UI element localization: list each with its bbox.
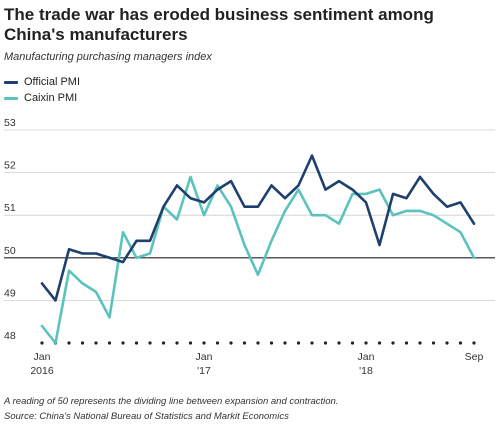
- chart-title: The trade war has eroded business sentim…: [4, 5, 434, 44]
- baseline-dot: [215, 341, 220, 345]
- grid-layer: [4, 129, 495, 345]
- baseline-dot: [323, 341, 328, 345]
- x-tick-labels: Jan 2016 Jan '17 Jan '18 Sep: [30, 351, 483, 377]
- source-note: Source: China's National Bureau of Stati…: [4, 411, 289, 422]
- series-line-caixin-pmi: [40, 175, 476, 345]
- line-chart: 48 49 50 51 52 53 Jan 2016 Jan '17 Jan '18 Sep: [4, 117, 495, 377]
- baseline-dot: [67, 341, 71, 345]
- baseline-dot: [337, 341, 341, 345]
- baseline-dot: [40, 341, 44, 345]
- series-layer: [40, 154, 476, 345]
- baseline-dot: [148, 341, 152, 345]
- y-tick-label-48: 48: [4, 330, 16, 342]
- baseline-dot: [283, 341, 287, 345]
- baseline-dot: [418, 341, 422, 345]
- baseline-dot: [377, 341, 382, 345]
- legend-label-official: Official PMI: [24, 76, 81, 88]
- legend-swatch-caixin: [4, 96, 18, 100]
- baseline-dot: [242, 341, 247, 345]
- x-tick-label-24-1: '18: [359, 365, 373, 377]
- y-tick-label-50: 50: [4, 245, 16, 257]
- baseline-dot: [350, 341, 355, 345]
- baseline-dot: [161, 341, 166, 345]
- chart-subtitle: Manufacturing purchasing managers index: [4, 51, 212, 63]
- x-tick-label-32-0: Sep: [465, 351, 484, 363]
- baseline-dot: [310, 341, 314, 345]
- y-tick-labels: 48 49 50 51 52 53: [4, 117, 16, 342]
- baseline-dot: [94, 341, 98, 345]
- baseline-dot: [364, 341, 368, 345]
- x-tick-label-0-1: 2016: [30, 365, 54, 377]
- baseline-dot: [229, 341, 233, 345]
- baseline-dot: [404, 341, 409, 345]
- baseline-dot: [121, 341, 125, 345]
- x-tick-label-24-0: Jan: [358, 351, 375, 363]
- baseline-dots: [40, 341, 476, 345]
- y-tick-label-52: 52: [4, 160, 16, 172]
- baseline-dot: [445, 341, 449, 345]
- baseline-dot: [80, 341, 85, 345]
- baseline-dot: [269, 341, 274, 345]
- baseline-dot: [431, 341, 436, 345]
- baseline-dot: [188, 341, 193, 345]
- legend-item-official: Official PMI: [4, 74, 80, 90]
- legend-label-caixin: Caixin PMI: [24, 92, 78, 104]
- footnote: A reading of 50 represents the dividing …: [4, 396, 339, 407]
- legend-item-caixin: Caixin PMI: [4, 90, 80, 106]
- x-tick-label-12-1: '17: [197, 365, 211, 377]
- baseline-dot: [202, 341, 206, 345]
- y-tick-label-49: 49: [4, 287, 16, 299]
- x-tick-label-12-0: Jan: [196, 351, 213, 363]
- legend: Official PMI Caixin PMI: [4, 74, 80, 106]
- legend-swatch-official: [4, 80, 18, 84]
- baseline-dot: [391, 341, 395, 345]
- baseline-dot: [175, 341, 179, 345]
- y-tick-label-51: 51: [4, 202, 16, 214]
- series-line-official-pmi: [40, 154, 476, 302]
- x-tick-label-0-0: Jan: [34, 351, 51, 363]
- baseline-dot: [107, 341, 112, 345]
- y-tick-label-53: 53: [4, 117, 16, 129]
- baseline-dot: [296, 341, 301, 345]
- baseline-dot: [256, 341, 260, 345]
- baseline-dot: [472, 341, 476, 345]
- baseline-dot: [458, 341, 463, 345]
- baseline-dot: [134, 341, 139, 345]
